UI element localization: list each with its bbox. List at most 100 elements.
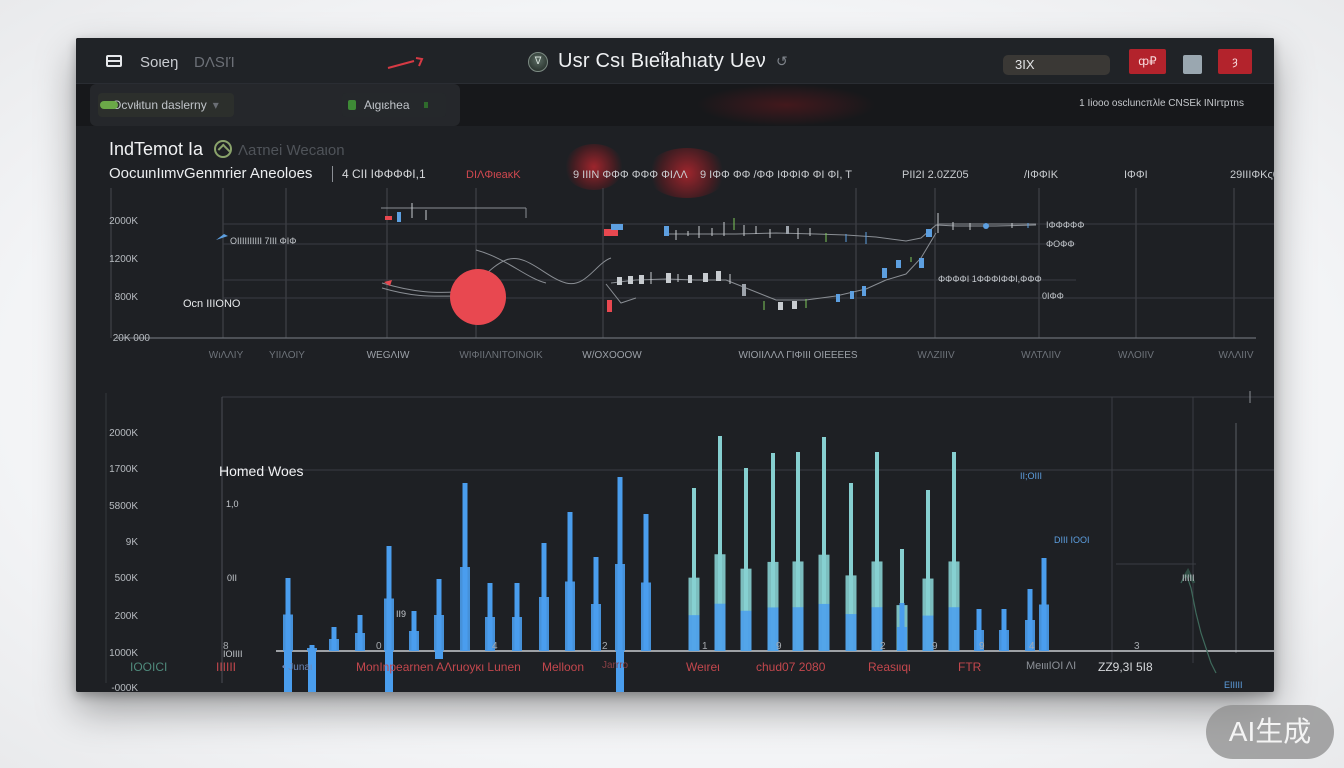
bar[interactable] xyxy=(796,452,800,651)
bar[interactable] xyxy=(871,561,883,651)
status-text: 1 Ιiooo oscluncπλle CΝSΕk ΙΝΙrτpτns xyxy=(1079,98,1244,109)
bar[interactable] xyxy=(792,607,804,651)
bar[interactable] xyxy=(771,453,775,651)
category-label[interactable]: ΙΟΟΙCΙ xyxy=(130,660,168,674)
bar[interactable] xyxy=(591,604,601,651)
bar[interactable] xyxy=(875,452,879,651)
bar[interactable] xyxy=(1039,604,1049,652)
bar[interactable] xyxy=(952,452,956,651)
line-chart-plot xyxy=(110,188,1274,339)
bar[interactable] xyxy=(999,630,1009,651)
bar[interactable] xyxy=(641,582,651,652)
bar[interactable] xyxy=(565,581,575,652)
bar[interactable] xyxy=(922,578,934,651)
bar[interactable] xyxy=(845,575,857,651)
bar[interactable] xyxy=(818,603,830,651)
bar[interactable] xyxy=(308,651,316,692)
bar[interactable] xyxy=(718,436,722,651)
x-numeric-tick: 4 xyxy=(492,641,498,652)
bar[interactable] xyxy=(512,617,522,651)
line-chart[interactable]: 2000K 1200K 800K 20K 000 Ocn ΙΙΙΟΝΟ ΟΙΙΙ… xyxy=(76,188,1274,368)
x-numeric-tick: 1 xyxy=(702,641,708,652)
bar[interactable] xyxy=(329,639,339,651)
sub-bar: Ocvιłιtun daslerny ▾ Aιgιɛhea 1 Ιiooo osc… xyxy=(76,84,1274,126)
page-title: ΙndTemot Ιa xyxy=(109,139,204,159)
bar[interactable] xyxy=(818,554,830,651)
category-label[interactable]: Weιreι xyxy=(686,660,720,674)
bar[interactable] xyxy=(740,568,752,651)
bar[interactable] xyxy=(485,617,495,651)
series-annotation: ΦΦΦΦΙ 1ΦΦΦΙΦΦΙ,ΦΦΦ xyxy=(938,274,1042,284)
bar[interactable] xyxy=(616,651,624,692)
bar[interactable] xyxy=(692,488,696,651)
series-annotation: ΟΙΙΙΙΙΙΙΙΙΙ 7ΙΙΙ ΦΙΦ xyxy=(230,236,297,246)
tab-analytics[interactable]: Aιgιɛhea xyxy=(342,93,446,117)
bar[interactable] xyxy=(283,614,293,652)
bar[interactable] xyxy=(900,549,904,651)
bar[interactable] xyxy=(355,633,365,651)
filter-button[interactable]: ȹ₽ xyxy=(1129,49,1166,74)
bar[interactable] xyxy=(714,603,726,651)
bar[interactable] xyxy=(385,651,393,692)
bar[interactable] xyxy=(384,598,394,652)
bar[interactable] xyxy=(284,651,292,692)
search-input[interactable]: 3ΙX xyxy=(1003,55,1110,75)
bar[interactable] xyxy=(871,607,883,651)
bar[interactable] xyxy=(539,597,549,651)
bar[interactable] xyxy=(615,564,625,651)
tab-overview[interactable]: Ocvιłιtun daslerny ▾ xyxy=(98,93,234,117)
x-numeric-tick: 9 xyxy=(979,641,985,652)
bar[interactable] xyxy=(307,648,317,651)
share-button[interactable]: ȝ xyxy=(1218,49,1252,74)
bar[interactable] xyxy=(849,483,853,651)
status-toggle[interactable] xyxy=(1183,55,1202,74)
highlight-blob xyxy=(564,144,624,190)
bar[interactable] xyxy=(822,437,826,651)
bar[interactable] xyxy=(897,627,907,651)
tab-group: Ocvιłιtun daslerny ▾ Aιgιɛhea xyxy=(90,84,460,126)
category-label[interactable]: • Junaι xyxy=(282,662,313,673)
bar[interactable] xyxy=(409,631,419,651)
bar[interactable] xyxy=(434,615,444,651)
bar[interactable] xyxy=(922,615,934,651)
bar[interactable] xyxy=(688,615,700,651)
bar[interactable] xyxy=(688,577,700,651)
bar[interactable] xyxy=(767,561,779,651)
bar[interactable] xyxy=(974,630,984,651)
bar[interactable] xyxy=(948,561,960,651)
category-label[interactable]: chud07 2080 xyxy=(756,660,826,674)
bar[interactable] xyxy=(435,651,443,659)
y-tick: 800K xyxy=(114,292,138,303)
bar-chart[interactable]: Ηomed Woes 2000K 1700K 5800K 9K 500K 200… xyxy=(76,383,1274,692)
category-label[interactable]: Jarrro xyxy=(602,660,629,671)
refresh-icon[interactable]: ↺ xyxy=(776,53,788,69)
category-label[interactable]: ΙΙΙΙΙΙ xyxy=(216,660,237,674)
category-label[interactable]: FTR xyxy=(958,660,982,674)
bar[interactable] xyxy=(948,607,960,651)
series-annotation: ΦΟΦΦ xyxy=(1046,239,1075,249)
menu-icon[interactable] xyxy=(106,55,122,67)
bar[interactable] xyxy=(744,468,748,651)
bar-annotation: ΙΙ;ΟΙΙΙ xyxy=(1020,471,1043,481)
bar[interactable] xyxy=(792,561,804,651)
bar[interactable] xyxy=(845,614,857,651)
bar[interactable] xyxy=(767,607,779,651)
inner-y-label: 1,0 xyxy=(226,499,239,509)
app-title: Usr Csι Bιeΐłahιaty Ueν xyxy=(558,50,766,72)
y-tick: -000K xyxy=(111,683,138,692)
section-meta: 4 CΙΙ ΙΦΦΦΦΙ,1 xyxy=(342,167,426,181)
category-label[interactable]: ΖΖ9,3Ι 5Ι8 xyxy=(1098,660,1153,674)
highlight-point[interactable] xyxy=(450,269,506,325)
chart-title: Ηomed Woes xyxy=(219,463,304,479)
glow-decoration xyxy=(696,84,876,126)
bar[interactable] xyxy=(740,610,752,651)
category-label[interactable]: Reasιιqι xyxy=(868,660,911,674)
bar[interactable] xyxy=(460,567,470,651)
category-label[interactable]: Melloon xyxy=(542,660,585,674)
bar[interactable] xyxy=(714,554,726,651)
y-tick: 2000K xyxy=(109,428,138,439)
category-label[interactable]: MonΙnpearnen AΛruoyκι Lunen xyxy=(356,660,521,674)
bar[interactable] xyxy=(926,490,930,651)
bar[interactable] xyxy=(1025,620,1035,651)
category-label[interactable]: MeιιιΙΟΙ ΛΙ xyxy=(1026,660,1077,672)
